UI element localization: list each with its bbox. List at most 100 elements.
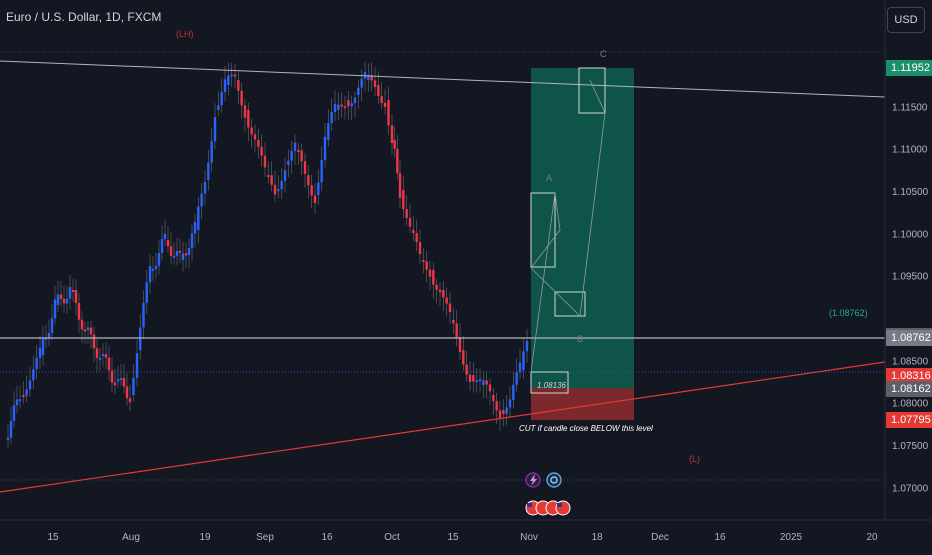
wave-path	[530, 79, 606, 373]
candle-body	[247, 110, 250, 128]
level-note: (1.08762)	[829, 308, 868, 318]
candle-body	[270, 175, 273, 185]
candle-body	[92, 334, 96, 349]
candle-body	[472, 375, 475, 382]
candle-body	[297, 150, 300, 152]
candle-body	[293, 142, 297, 151]
candles-series	[6, 61, 529, 448]
price-tick-label: 1.10000	[892, 229, 929, 240]
price-tick-label: 1.09500	[892, 272, 929, 283]
candle-body	[290, 150, 293, 161]
candle-body	[327, 123, 330, 140]
candle-body	[300, 150, 303, 162]
candle-body	[125, 386, 129, 399]
candle-body	[525, 340, 529, 352]
us-flag-icon[interactable]	[525, 500, 571, 516]
candle-body	[452, 320, 455, 324]
lh-label: (LH)	[176, 29, 194, 39]
candle-body	[89, 327, 93, 335]
time-tick-label: Oct	[384, 532, 400, 543]
entry-box[interactable]	[530, 371, 569, 394]
candle-body	[35, 357, 38, 370]
candle-body	[223, 79, 227, 93]
time-axis[interactable]: 15 Aug 19 Sep 16 Oct 15 Nov 18 Dec 16 2025 20	[47, 532, 878, 543]
candle-body	[230, 74, 233, 77]
candle-body	[65, 298, 69, 304]
candle-body	[12, 405, 16, 421]
wave-c-box[interactable]	[578, 67, 606, 114]
price-tick-label: 1.07000	[892, 483, 929, 494]
candle-body	[101, 354, 105, 357]
candle-body	[313, 195, 317, 203]
candle-body	[6, 437, 10, 440]
price-axis[interactable]: 1.11500 1.11000 1.10500 1.10000 1.09500 1.085…	[892, 102, 929, 494]
candle-body	[50, 318, 54, 333]
price-tick-label: 1.07500	[892, 441, 929, 452]
candle-body	[367, 74, 370, 80]
candle-body	[56, 294, 60, 305]
candle-body	[310, 185, 313, 196]
candle-body	[330, 112, 333, 124]
candle-body	[515, 372, 518, 385]
candle-body	[98, 357, 102, 360]
candle-body	[260, 146, 263, 156]
candle-body	[377, 85, 380, 97]
wave-b-box[interactable]	[554, 291, 586, 317]
candle-body	[217, 105, 220, 110]
candle-body	[28, 380, 32, 390]
candle-body	[422, 260, 425, 262]
time-tick-label: 2025	[780, 532, 803, 543]
candle-body	[373, 80, 377, 87]
price-tick-label: 1.10500	[892, 187, 929, 198]
candle-body	[145, 282, 148, 303]
currency-button[interactable]: USD	[887, 7, 925, 33]
candle-body	[104, 354, 108, 358]
wave-a-box[interactable]	[530, 192, 556, 268]
support-trendline[interactable]	[0, 361, 886, 493]
lightning-icon[interactable]	[525, 472, 541, 488]
candle-body	[181, 253, 185, 260]
candle-body	[233, 74, 237, 77]
candle-body	[142, 302, 145, 328]
candle-body	[402, 190, 405, 210]
settings-badge-icon[interactable]	[546, 472, 562, 488]
symbol-title[interactable]: Euro / U.S. Dollar, 1D, FXCM	[6, 10, 162, 24]
candle-body	[253, 134, 257, 140]
candle-body	[337, 104, 340, 110]
candle-body	[178, 250, 182, 253]
candle-body	[169, 246, 173, 256]
candle-body	[370, 74, 373, 81]
candle-body	[387, 100, 390, 126]
candle-body	[512, 384, 515, 400]
candle-body	[9, 420, 13, 438]
price-tick-label: 1.08000	[892, 399, 929, 410]
time-tick-label: 15	[47, 532, 59, 543]
time-tick-label: 19	[199, 532, 211, 543]
candle-body	[213, 117, 217, 142]
candle-body	[478, 379, 482, 382]
candle-body	[200, 193, 203, 207]
candle-body	[157, 252, 161, 266]
candle-body	[197, 206, 200, 230]
wave-c-label: C	[600, 49, 607, 59]
price-badge: 1.08762	[886, 330, 932, 347]
resistance-trendline[interactable]	[0, 60, 886, 98]
wave-a-label: A	[546, 173, 552, 183]
candle-body	[277, 189, 280, 192]
candle-body	[488, 384, 492, 392]
candle-body	[317, 182, 320, 195]
candle-body	[448, 303, 452, 313]
candle-body	[71, 290, 75, 292]
candle-body	[462, 350, 465, 365]
candle-body	[357, 87, 360, 95]
price-badge: 1.08162	[886, 380, 932, 397]
candle-body	[154, 265, 158, 269]
candle-body	[498, 410, 502, 418]
candle-body	[267, 175, 270, 177]
candle-body	[380, 96, 383, 103]
candle-body	[220, 92, 223, 106]
time-tick-label: Sep	[256, 532, 274, 543]
candle-body	[482, 380, 485, 385]
